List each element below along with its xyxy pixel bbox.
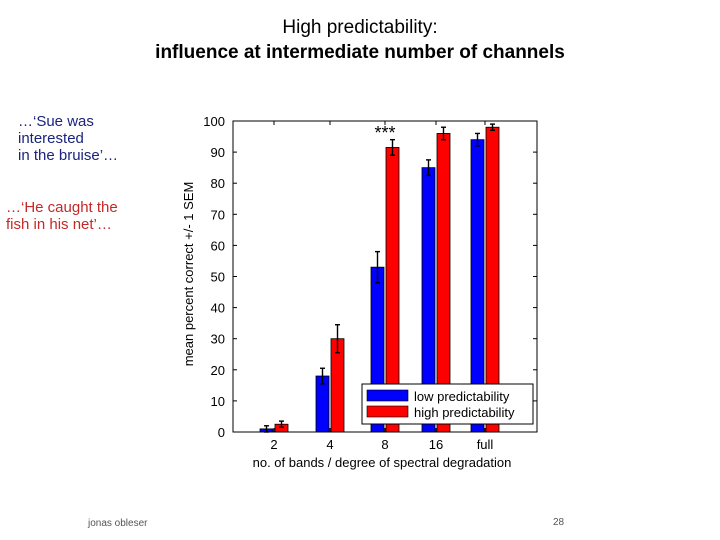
legend-swatch [366,405,409,418]
footer-author: jonas obleser [88,518,148,529]
y-tick-label: 70 [211,207,225,222]
y-tick-label: 20 [211,363,225,378]
y-axis-label: mean percent correct +/- 1 SEM [181,182,196,367]
legend-label: low predictability [414,389,510,404]
y-tick-label: 50 [211,270,225,285]
legend-label: high predictability [414,405,515,420]
y-tick-label: 60 [211,238,225,253]
x-tick-label: 2 [270,437,277,452]
y-tick-label: 90 [211,145,225,160]
x-tick-label: 16 [429,437,443,452]
x-tick-label: full [477,437,494,452]
y-tick-label: 0 [218,425,225,440]
slide-title-line1: High predictability: [282,17,438,38]
y-tick-label: 10 [211,394,225,409]
significance-annotation: *** [374,123,395,143]
y-tick-label: 30 [211,332,225,347]
slide-title-line2: influence at intermediate number of chan… [155,42,565,63]
example-sentence-high: …‘He caught the fish in his net’… [6,199,118,233]
y-tick-label: 100 [203,114,225,129]
example-sentence-low: …‘Sue was interested in the bruise’… [18,113,119,164]
x-tick-label: 8 [381,437,388,452]
legend-swatch [366,389,409,402]
y-tick-label: 40 [211,301,225,316]
page-number: 28 [553,517,565,528]
y-tick-label: 80 [211,176,225,191]
x-tick-label: 4 [326,437,333,452]
x-axis-label: no. of bands / degree of spectral degrad… [253,455,512,470]
